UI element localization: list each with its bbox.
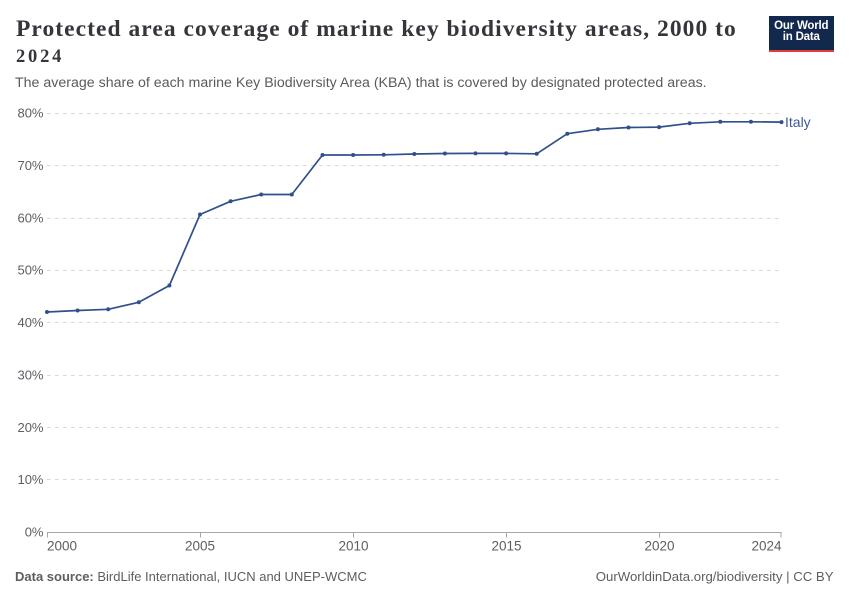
svg-text:30%: 30% xyxy=(17,367,43,382)
svg-text:2010: 2010 xyxy=(338,539,368,554)
svg-text:2024: 2024 xyxy=(751,539,782,554)
svg-text:70%: 70% xyxy=(17,158,43,173)
svg-text:0%: 0% xyxy=(25,525,44,540)
svg-text:20%: 20% xyxy=(17,420,43,435)
svg-text:2015: 2015 xyxy=(491,539,521,554)
svg-text:10%: 10% xyxy=(17,472,43,487)
svg-text:80%: 80% xyxy=(17,106,43,121)
svg-text:40%: 40% xyxy=(17,315,43,330)
svg-text:2005: 2005 xyxy=(185,539,215,554)
svg-text:60%: 60% xyxy=(17,210,43,225)
svg-text:Italy: Italy xyxy=(785,114,811,130)
svg-text:50%: 50% xyxy=(17,263,43,278)
svg-text:2020: 2020 xyxy=(644,539,674,554)
svg-text:2000: 2000 xyxy=(47,539,77,554)
